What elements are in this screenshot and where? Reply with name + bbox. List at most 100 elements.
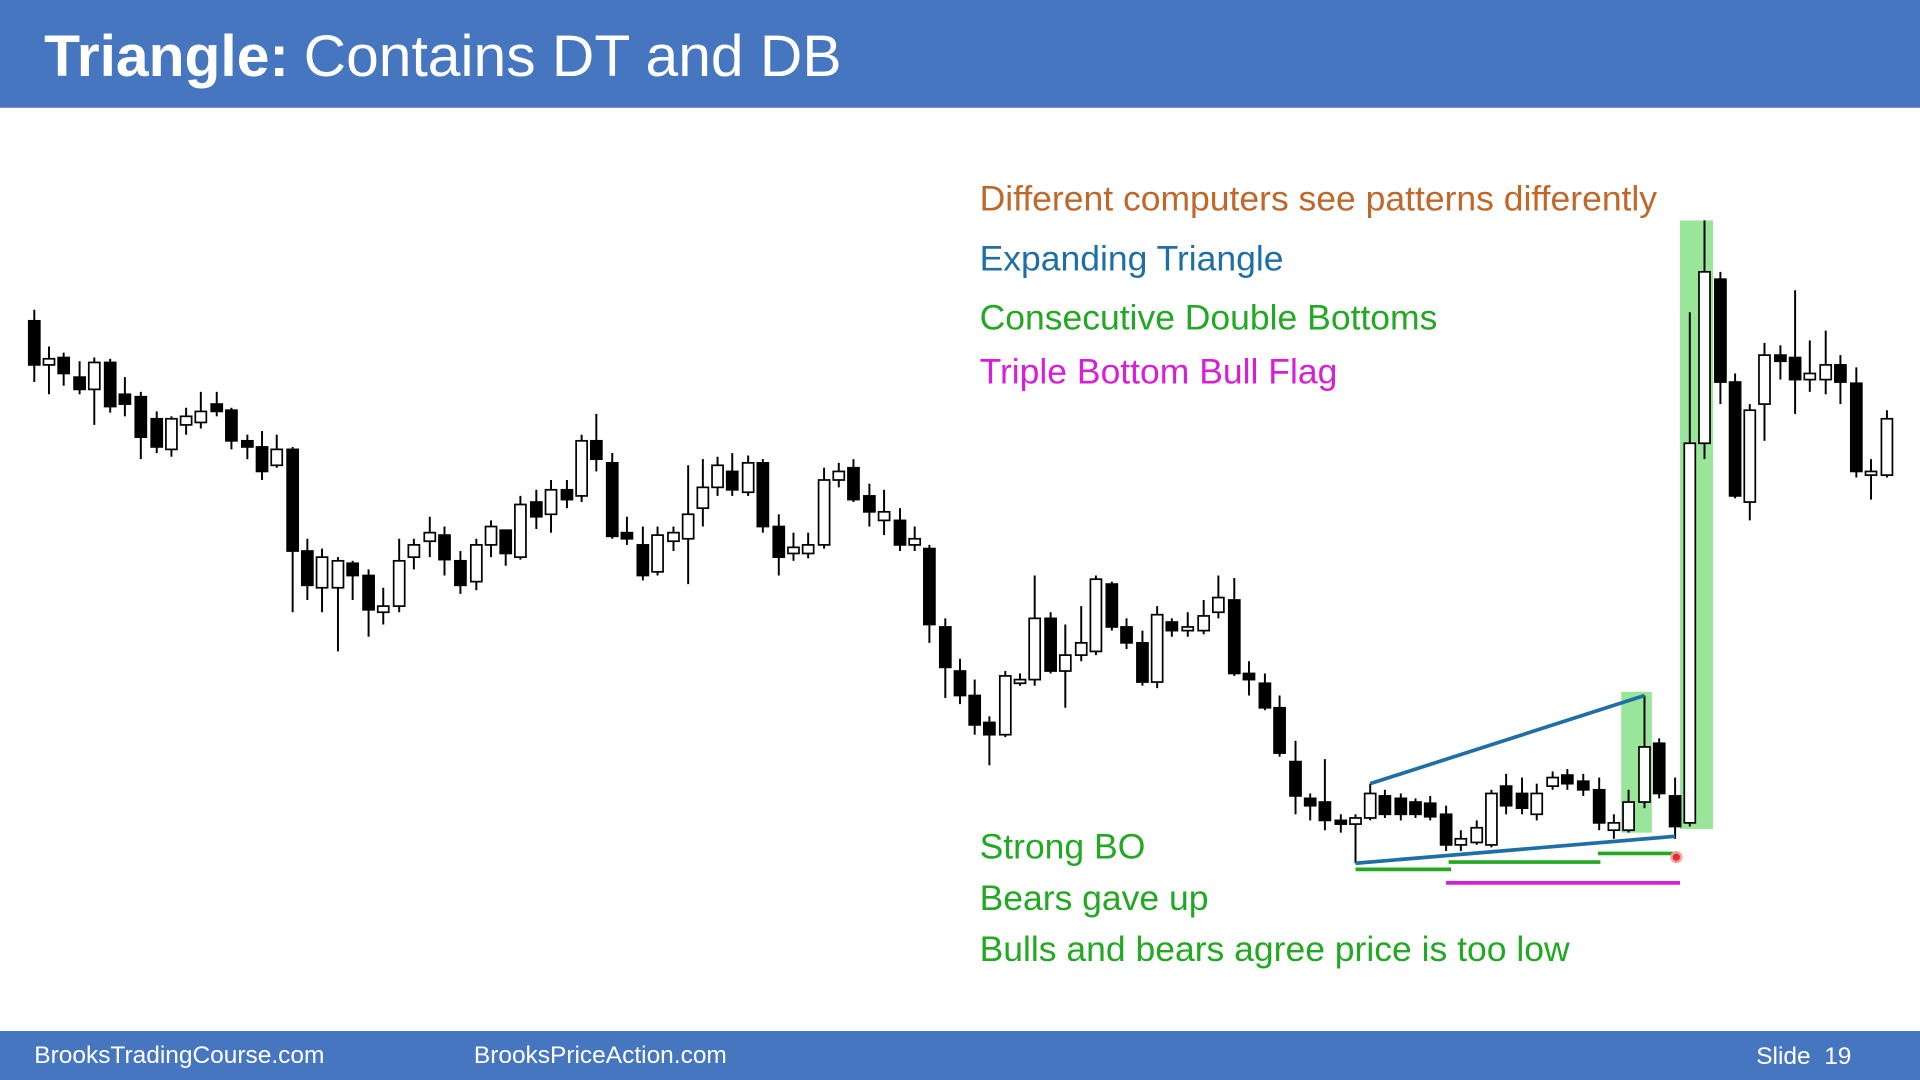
candle-body xyxy=(42,357,56,366)
candle-body xyxy=(651,534,664,573)
pattern-lines xyxy=(1355,693,1683,885)
candle-body xyxy=(240,439,254,448)
candle-body xyxy=(1638,746,1651,803)
candle-body xyxy=(772,525,786,558)
candle-body xyxy=(998,675,1012,736)
candle-body xyxy=(1334,819,1348,825)
candle-body xyxy=(711,464,724,489)
candle-body xyxy=(194,410,208,424)
candle-body xyxy=(27,319,41,366)
candle-body xyxy=(832,470,846,481)
slide-number: Slide 19 xyxy=(1756,1043,1851,1070)
candle-body xyxy=(331,559,345,589)
candle-body xyxy=(1273,706,1286,754)
candle-body xyxy=(1470,826,1484,844)
candle-body xyxy=(423,531,437,543)
candle-body xyxy=(73,376,86,391)
title-bold: Triangle: xyxy=(44,24,289,89)
candle-body xyxy=(362,574,375,611)
candle-body xyxy=(1289,760,1302,797)
candle-body xyxy=(1349,817,1362,825)
candle-body xyxy=(1743,409,1757,503)
candle-body xyxy=(923,547,936,626)
candle-body xyxy=(286,448,300,552)
annotation: Triple Bottom Bull Flag xyxy=(980,351,1338,391)
candle-body xyxy=(847,466,860,501)
candle-body xyxy=(801,544,815,555)
candle-body xyxy=(1576,780,1590,791)
candle-body xyxy=(529,501,543,518)
candle-body xyxy=(407,544,421,558)
candle-body xyxy=(1423,802,1437,818)
triangle-line xyxy=(1355,834,1676,866)
candle-body xyxy=(938,626,952,669)
candle-body xyxy=(1242,672,1256,681)
title-rest: Contains DT and DB xyxy=(304,24,842,89)
candle-body xyxy=(165,417,178,451)
candle-body xyxy=(376,605,390,614)
candle-body xyxy=(1546,776,1560,787)
annotation: Expanding Triangle xyxy=(980,239,1284,279)
candle-body xyxy=(968,694,982,726)
candle-body xyxy=(575,439,588,497)
candle-body xyxy=(1409,801,1422,816)
candle-body xyxy=(484,525,498,546)
candle-body xyxy=(225,409,238,442)
candle-body xyxy=(1013,678,1027,685)
candle-body xyxy=(438,534,451,561)
candle-body xyxy=(1864,470,1878,476)
candle-body xyxy=(57,356,71,375)
candle-body xyxy=(741,462,755,494)
candle-body xyxy=(1714,278,1727,383)
candle-body xyxy=(1515,792,1529,810)
candle-body xyxy=(1089,578,1103,653)
footer-bar xyxy=(0,1031,1920,1080)
candle-body xyxy=(1622,801,1635,832)
candle-body xyxy=(346,562,360,577)
candle-body xyxy=(1834,364,1847,383)
candle-body xyxy=(1819,364,1833,381)
candle-body xyxy=(1044,617,1057,672)
candle-body xyxy=(1758,354,1771,405)
candle-body xyxy=(1227,599,1241,675)
candle-body xyxy=(1530,792,1544,816)
candle-body xyxy=(454,559,467,587)
candle-body xyxy=(1028,617,1042,681)
candles xyxy=(27,220,1894,864)
candle-body xyxy=(1683,442,1697,824)
candle-body xyxy=(1197,615,1211,632)
candle-body xyxy=(544,488,558,516)
candle-body xyxy=(255,446,269,473)
annotation: Bears gave up xyxy=(980,878,1209,918)
candle-body xyxy=(636,544,650,577)
candle-body xyxy=(514,503,527,558)
candle-body xyxy=(1454,837,1468,846)
candle-body xyxy=(893,519,907,546)
candle-body xyxy=(620,531,634,540)
cursor xyxy=(1670,851,1683,864)
candle-body xyxy=(1150,613,1164,683)
slide-title: Triangle: Contains DT and DB xyxy=(44,24,841,89)
candle-body xyxy=(1058,654,1072,672)
candle-body xyxy=(1439,813,1453,846)
candle-body xyxy=(150,417,164,448)
candle-body xyxy=(1698,270,1711,445)
candle-body xyxy=(1774,354,1787,363)
candle-body xyxy=(1378,795,1392,816)
candle-body xyxy=(1181,626,1195,632)
candle-body xyxy=(1803,372,1817,381)
candle-body xyxy=(210,403,224,413)
candle-body xyxy=(696,486,710,510)
annotation: Consecutive Double Bottoms xyxy=(980,297,1438,337)
candle-body xyxy=(908,537,922,546)
candle-body xyxy=(392,559,406,607)
annotation: Strong BO xyxy=(980,826,1146,866)
candle-body xyxy=(1074,642,1088,656)
candle-body xyxy=(756,462,770,528)
candle-body xyxy=(817,479,831,546)
annotation: Bulls and bears agree price is too low xyxy=(980,929,1570,969)
candle-body xyxy=(499,529,513,555)
candle-body xyxy=(1212,596,1225,614)
candle-body xyxy=(605,462,619,538)
